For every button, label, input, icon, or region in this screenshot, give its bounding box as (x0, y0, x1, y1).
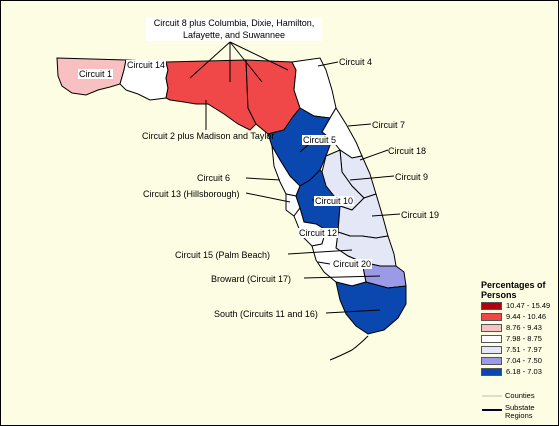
legend-item: 7.04 - 7.50 (481, 356, 542, 365)
legend-item: 7.51 - 7.97 (481, 345, 542, 354)
label-circuit-15: Circuit 15 (Palm Beach) (175, 250, 271, 260)
label-circuit-13: Circuit 13 (Hillsborough) (143, 189, 240, 199)
legend-title: Percentages of Persons (481, 280, 546, 300)
legend-range: 9.44 - 10.46 (506, 311, 547, 321)
label-broward: Broward (Circuit 17) (211, 274, 292, 284)
region-south (335, 281, 407, 335)
legend-item: 9.44 - 10.46 (481, 312, 546, 321)
label-circuit-18: Circuit 18 (388, 146, 427, 156)
legend-item: 8.76 - 9.43 (481, 323, 542, 332)
label-circuit-5: Circuit 5 (302, 135, 338, 145)
pointer-lines (189, 41, 401, 314)
florida-keys (329, 335, 369, 361)
legend-item: 10.47 - 15.49 (481, 301, 550, 310)
legend-range: 7.04 - 7.50 (506, 355, 542, 365)
legend-item: 6.18 - 7.03 (481, 367, 542, 376)
legend-item: 7.98 - 8.75 (481, 334, 542, 343)
legend-range: 10.47 - 15.49 (506, 300, 551, 310)
legend-swatch (481, 356, 502, 365)
legend-swatch (481, 323, 502, 332)
label-circuit-19: Circuit 19 (401, 210, 440, 220)
legend-range: 7.51 - 7.97 (506, 344, 542, 354)
legend-range: 6.18 - 7.03 (506, 366, 542, 376)
label-circuit-2: Circuit 2 plus Madison and Taylor (142, 131, 275, 141)
label-circuit-6: Circuit 6 (197, 173, 231, 183)
region-circuit-2 (165, 59, 257, 131)
label-south: South (Circuits 11 and 16) (214, 309, 318, 319)
label-circuit-14: Circuit 14 (126, 60, 167, 70)
legend-counties-label: Counties (505, 391, 535, 400)
label-circuit-4: Circuit 4 (339, 57, 373, 67)
legend-swatch (481, 312, 502, 321)
label-circuit-12: Circuit 12 (298, 228, 339, 238)
label-circuit-1: Circuit 1 (78, 69, 114, 79)
legend-swatch (481, 334, 502, 343)
label-circuit-8: Circuit 8 plus Columbia, Dixie, Hamilton… (146, 17, 322, 41)
legend-swatch (481, 367, 502, 376)
legend-range: 7.98 - 8.75 (506, 333, 542, 343)
label-circuit-20: Circuit 20 (332, 259, 373, 269)
legend-swatch (481, 301, 502, 310)
label-circuit-10: Circuit 10 (314, 196, 355, 206)
label-circuit-9: Circuit 9 (395, 172, 429, 182)
legend-swatch (481, 345, 502, 354)
legend-range: 8.76 - 9.43 (506, 322, 542, 332)
legend-substate-label: Substate Regions (505, 403, 535, 420)
label-circuit-7: Circuit 7 (372, 120, 406, 130)
